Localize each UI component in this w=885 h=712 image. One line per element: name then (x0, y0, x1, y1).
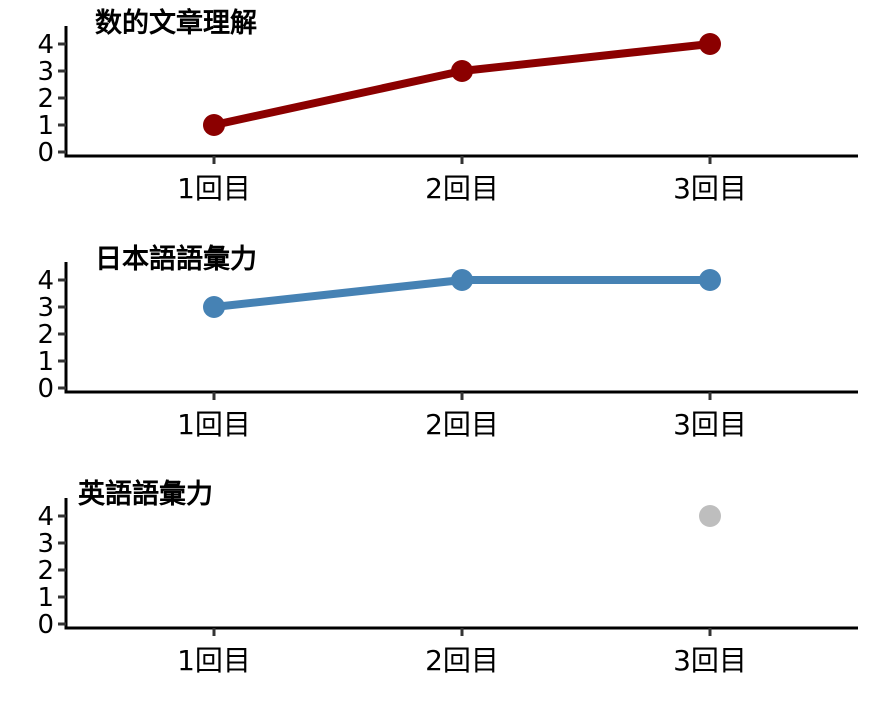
data-point (451, 269, 473, 291)
panel-title: 日本語語彙力 (95, 243, 257, 275)
y-tick-label: 3 (37, 293, 54, 323)
data-point (203, 296, 225, 318)
y-tick-label: 0 (37, 138, 54, 168)
x-tick-label: 1回目 (177, 172, 251, 205)
panel-title: 英語語彙力 (78, 478, 213, 510)
x-tick-label: 3回目 (673, 408, 747, 441)
data-point (699, 33, 721, 55)
y-tick-label: 4 (37, 266, 54, 296)
x-tick-label: 1回目 (177, 408, 251, 441)
y-tick-label: 4 (37, 30, 54, 60)
y-tick-label: 3 (37, 529, 54, 559)
y-tick-label: 2 (37, 84, 54, 114)
x-tick-label: 2回目 (425, 172, 499, 205)
x-tick-label: 3回目 (673, 644, 747, 677)
x-tick-label: 2回目 (425, 408, 499, 441)
data-point (699, 505, 721, 527)
y-tick-label: 1 (37, 111, 54, 141)
y-tick-label: 1 (37, 347, 54, 377)
x-tick-label: 2回目 (425, 644, 499, 677)
y-tick-label: 0 (37, 610, 54, 640)
data-point (699, 269, 721, 291)
y-tick-label: 1 (37, 583, 54, 613)
series-line (210, 40, 714, 129)
y-tick-label: 0 (37, 374, 54, 404)
y-tick-label: 2 (37, 556, 54, 586)
x-tick-label: 1回目 (177, 644, 251, 677)
y-tick-label: 2 (37, 320, 54, 350)
y-tick-label: 4 (37, 502, 54, 532)
x-tick-label: 3回目 (673, 172, 747, 205)
data-point (203, 114, 225, 136)
panel-title: 数的文章理解 (95, 7, 257, 39)
data-point (451, 60, 473, 82)
y-tick-label: 3 (37, 57, 54, 87)
